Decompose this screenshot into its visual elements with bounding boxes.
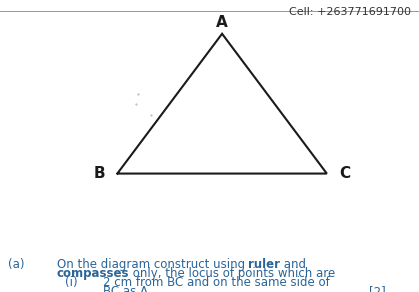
Text: compasses: compasses	[57, 267, 129, 281]
Text: C: C	[339, 166, 351, 181]
Text: (a): (a)	[8, 258, 25, 271]
Text: On the diagram construct using: On the diagram construct using	[57, 258, 248, 271]
Text: ruler: ruler	[248, 258, 280, 271]
Text: only, the locus of points which are: only, the locus of points which are	[129, 267, 335, 281]
Text: and: and	[280, 258, 306, 271]
Text: 2 cm from BC and on the same side of: 2 cm from BC and on the same side of	[103, 276, 329, 289]
Text: Cell: +263771691700: Cell: +263771691700	[289, 7, 411, 17]
Text: A: A	[216, 15, 228, 30]
Text: (i): (i)	[65, 276, 78, 289]
Text: [2]: [2]	[369, 285, 385, 292]
Text: B: B	[93, 166, 105, 181]
Text: BC as A,: BC as A,	[103, 285, 151, 292]
